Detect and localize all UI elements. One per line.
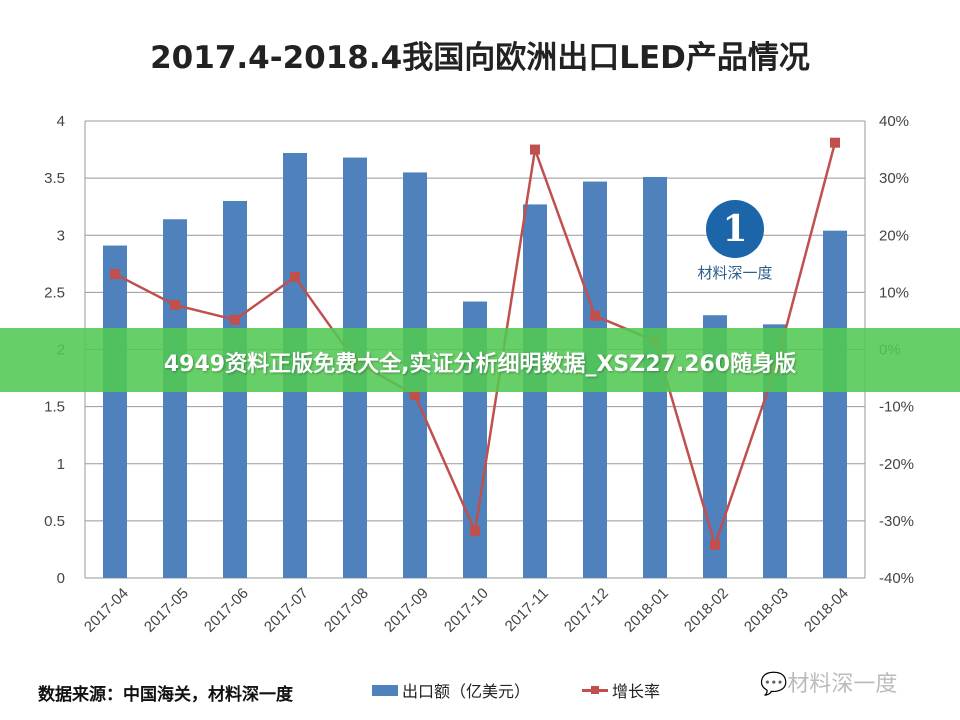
growth-point [290,271,300,282]
x-tick-label: 2018-01 [621,585,672,636]
legend-line-swatch [582,685,608,694]
right-tick-label: -40% [879,570,914,587]
left-tick-label: 0.5 [44,513,65,530]
right-tick-label: -30% [879,513,914,530]
right-tick-label: -10% [879,399,914,416]
legend-bar-label: 出口额（亿美元） [402,682,531,701]
growth-point [470,526,480,537]
chart-title: 2017.4-2018.4我国向欧洲出口LED产品情况 [150,40,810,76]
overlay-banner [0,328,960,392]
x-tick-label: 2017-08 [321,585,372,636]
x-tick-label: 2017-06 [201,585,252,636]
bar [823,230,847,578]
bar [163,219,187,578]
data-source: 数据来源：中国海关，材料深一度 [38,685,293,705]
x-tick-label: 2018-02 [681,585,732,636]
x-tick-label: 2017-07 [261,585,312,636]
banner-text: 4949资料正版免费大全,实证分析细明数据_XSZ27.260随身版 [163,352,797,377]
right-tick-label: 30% [879,170,909,187]
left-tick-label: 2.5 [44,284,65,301]
x-tick-label: 2017-10 [441,585,492,636]
left-tick-label: 4 [57,113,65,130]
legend-line-label: 增长率 [612,682,661,701]
x-tick-label: 2018-03 [741,585,792,636]
legend-bar: 出口额（亿美元） [372,678,530,702]
left-tick-label: 0 [57,570,65,587]
left-tick-label: 1 [57,456,65,473]
watermark-logo: 1 材料深一度 [680,200,790,283]
bar [103,245,127,578]
x-tick-label: 2017-04 [81,585,132,636]
growth-point [710,539,720,550]
growth-point [410,390,420,401]
watermark-corner-text: 材料深一度 [787,672,898,697]
growth-point [230,314,240,325]
right-tick-label: 40% [879,113,909,130]
x-tick-label: 2018-04 [801,585,852,636]
watermark-corner: 💬材料深一度 [760,672,898,697]
logo-text: 材料深一度 [697,264,773,282]
growth-point [530,144,540,155]
growth-point [830,137,840,148]
left-tick-label: 3.5 [44,170,65,187]
left-tick-label: 1.5 [44,399,65,416]
growth-point [170,299,180,310]
logo-icon: 1 [706,200,764,258]
growth-point [590,310,600,321]
x-tick-label: 2017-09 [381,585,432,636]
right-tick-label: 20% [879,227,909,244]
legend-bar-swatch [372,684,398,696]
growth-point [110,269,120,280]
legend-line: 增长率 [582,678,660,702]
x-tick-label: 2017-12 [561,585,612,636]
left-tick-label: 3 [57,227,65,244]
right-tick-label: 10% [879,284,909,301]
right-tick-label: -20% [879,456,914,473]
x-tick-label: 2017-11 [502,585,552,635]
x-tick-label: 2017-05 [141,585,192,636]
